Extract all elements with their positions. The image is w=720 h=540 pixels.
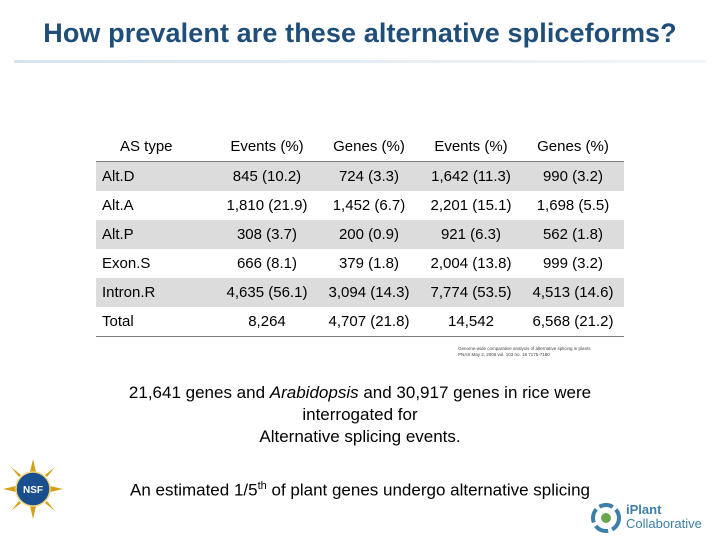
summary-line-2: interrogated for	[302, 405, 418, 424]
conclusion-pre: An estimated 1/5	[130, 480, 258, 500]
row-label: Alt.D	[96, 161, 216, 191]
iplant-logo-icon	[591, 503, 621, 533]
header-genes-1: Genes (%)	[318, 132, 420, 162]
cell: 8,264	[216, 307, 318, 337]
iplant-wordmark-2: Collaborative	[626, 516, 702, 531]
row-label: Total	[96, 307, 216, 337]
row-label: Exon.S	[102, 255, 151, 272]
cell: 1,642 (11.3)	[420, 161, 522, 191]
cell: 308 (3.7)	[216, 220, 318, 249]
cell: 562 (1.8)	[522, 220, 624, 249]
summary-text: 21,641 genes and Arabidopsis and 30,917 …	[60, 382, 660, 448]
slide-title: How prevalent are these alternative spli…	[43, 18, 677, 48]
table-row: Alt.A 1,810 (21.9) 1,452 (6.7) 2,201 (15…	[96, 191, 624, 220]
cell: 666 (8.1)	[236, 255, 298, 272]
citation: Genome-wide comparative analysis of alte…	[458, 346, 628, 358]
table-row-total: Total 8,264 4,707 (21.8) 14,542 6,568 (2…	[96, 307, 624, 337]
cell: 2,201 (15.1)	[430, 197, 512, 214]
cell: 2,004 (13.8)	[430, 255, 512, 272]
citation-line-2: PNAS May 2, 2006 vol. 103 no. 18 7175-71…	[458, 352, 550, 357]
row-label: Intron.R	[96, 278, 216, 307]
citation-line-1: Genome-wide comparative analysis of alte…	[458, 346, 591, 351]
cell: 1,810 (21.9)	[226, 197, 308, 214]
cell: 999 (3.2)	[542, 255, 604, 272]
nsf-logo-icon: NSF	[3, 459, 63, 519]
summary-species: Arabidopsis	[269, 383, 359, 402]
cell: 3,094 (14.3)	[318, 278, 420, 307]
cell: 14,542	[420, 307, 522, 337]
conclusion-sup: th	[257, 480, 267, 492]
cell: 1,452 (6.7)	[332, 197, 406, 214]
table-row: Alt.D 845 (10.2) 724 (3.3) 1,642 (11.3) …	[96, 161, 624, 191]
header-events-1: Events (%)	[216, 132, 318, 162]
cell: 200 (0.9)	[318, 220, 420, 249]
summary-line-3: Alternative splicing events.	[259, 427, 461, 446]
table-header-row: AS type Events (%) Genes (%) Events (%) …	[96, 132, 624, 162]
cell: 1,698 (5.5)	[536, 197, 610, 214]
nsf-logo-text: NSF	[23, 485, 43, 496]
cell: 990 (3.2)	[522, 161, 624, 191]
cell: 379 (1.8)	[338, 255, 400, 272]
summary-line-1a: 21,641 genes and	[128, 383, 270, 402]
cell: 4,707 (21.8)	[318, 307, 420, 337]
row-label: Alt.A	[102, 197, 134, 214]
title-divider	[14, 60, 706, 63]
summary-line-1: 21,641 genes and Arabidopsis and 30,917 …	[60, 382, 660, 404]
cell: 845 (10.2)	[216, 161, 318, 191]
header-genes-2: Genes (%)	[522, 132, 624, 162]
summary-line-1b: and 30,917 genes in rice were	[358, 383, 592, 402]
cell: 4,635 (56.1)	[216, 278, 318, 307]
cell: 7,774 (53.5)	[420, 278, 522, 307]
conclusion-text: An estimated 1/5th of plant genes underg…	[0, 480, 720, 501]
table-row: Intron.R 4,635 (56.1) 3,094 (14.3) 7,774…	[96, 278, 624, 307]
cell: 6,568 (21.2)	[522, 307, 624, 337]
header-events-2: Events (%)	[420, 132, 522, 162]
iplant-wordmark-1: iPlant	[626, 502, 662, 517]
header-as-type: AS type	[96, 132, 216, 162]
conclusion-post: of plant genes undergo alternative splic…	[266, 480, 590, 500]
cell: 724 (3.3)	[318, 161, 420, 191]
as-events-table: AS type Events (%) Genes (%) Events (%) …	[96, 132, 624, 337]
row-label: Alt.P	[96, 220, 216, 249]
table-row: Alt.P 308 (3.7) 200 (0.9) 921 (6.3) 562 …	[96, 220, 624, 249]
table-row: Exon.S 666 (8.1) 379 (1.8) 2,004 (13.8) …	[96, 249, 624, 278]
cell: 921 (6.3)	[420, 220, 522, 249]
cell: 4,513 (14.6)	[522, 278, 624, 307]
